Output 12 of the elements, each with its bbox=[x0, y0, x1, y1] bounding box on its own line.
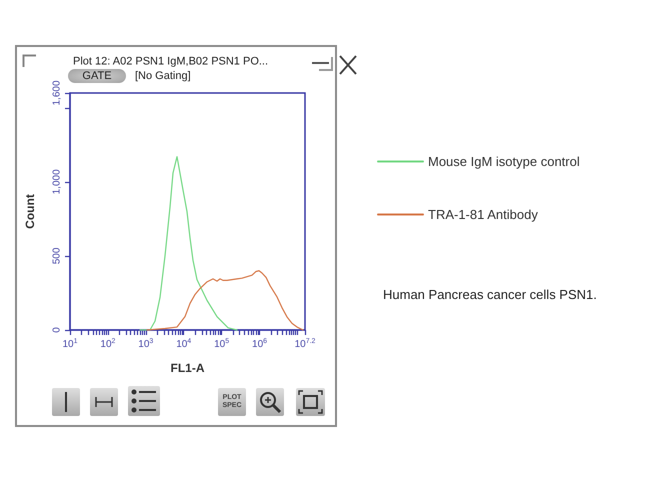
y-tick-label: 0 bbox=[52, 326, 62, 333]
y-tick-label: 500 bbox=[52, 247, 62, 264]
pill-button: GATE bbox=[68, 69, 126, 83]
legend-label: Mouse IgM isotype control bbox=[428, 154, 580, 169]
y-tick-label: 1,600 bbox=[52, 80, 62, 106]
text: [No Gating] bbox=[135, 69, 191, 84]
y-axis-title: Count bbox=[23, 194, 37, 229]
y-tick-label: 1,000 bbox=[52, 168, 62, 194]
x-axis-title: FL1-A bbox=[170, 361, 205, 375]
chart-title: Plot 12: A02 PSN1 IgM,B02 PSN1 PO... bbox=[73, 56, 268, 68]
text: Human Pancreas cancer cells PSN1. bbox=[383, 287, 597, 302]
legend-label: TRA-1-81 Antibody bbox=[428, 207, 538, 222]
